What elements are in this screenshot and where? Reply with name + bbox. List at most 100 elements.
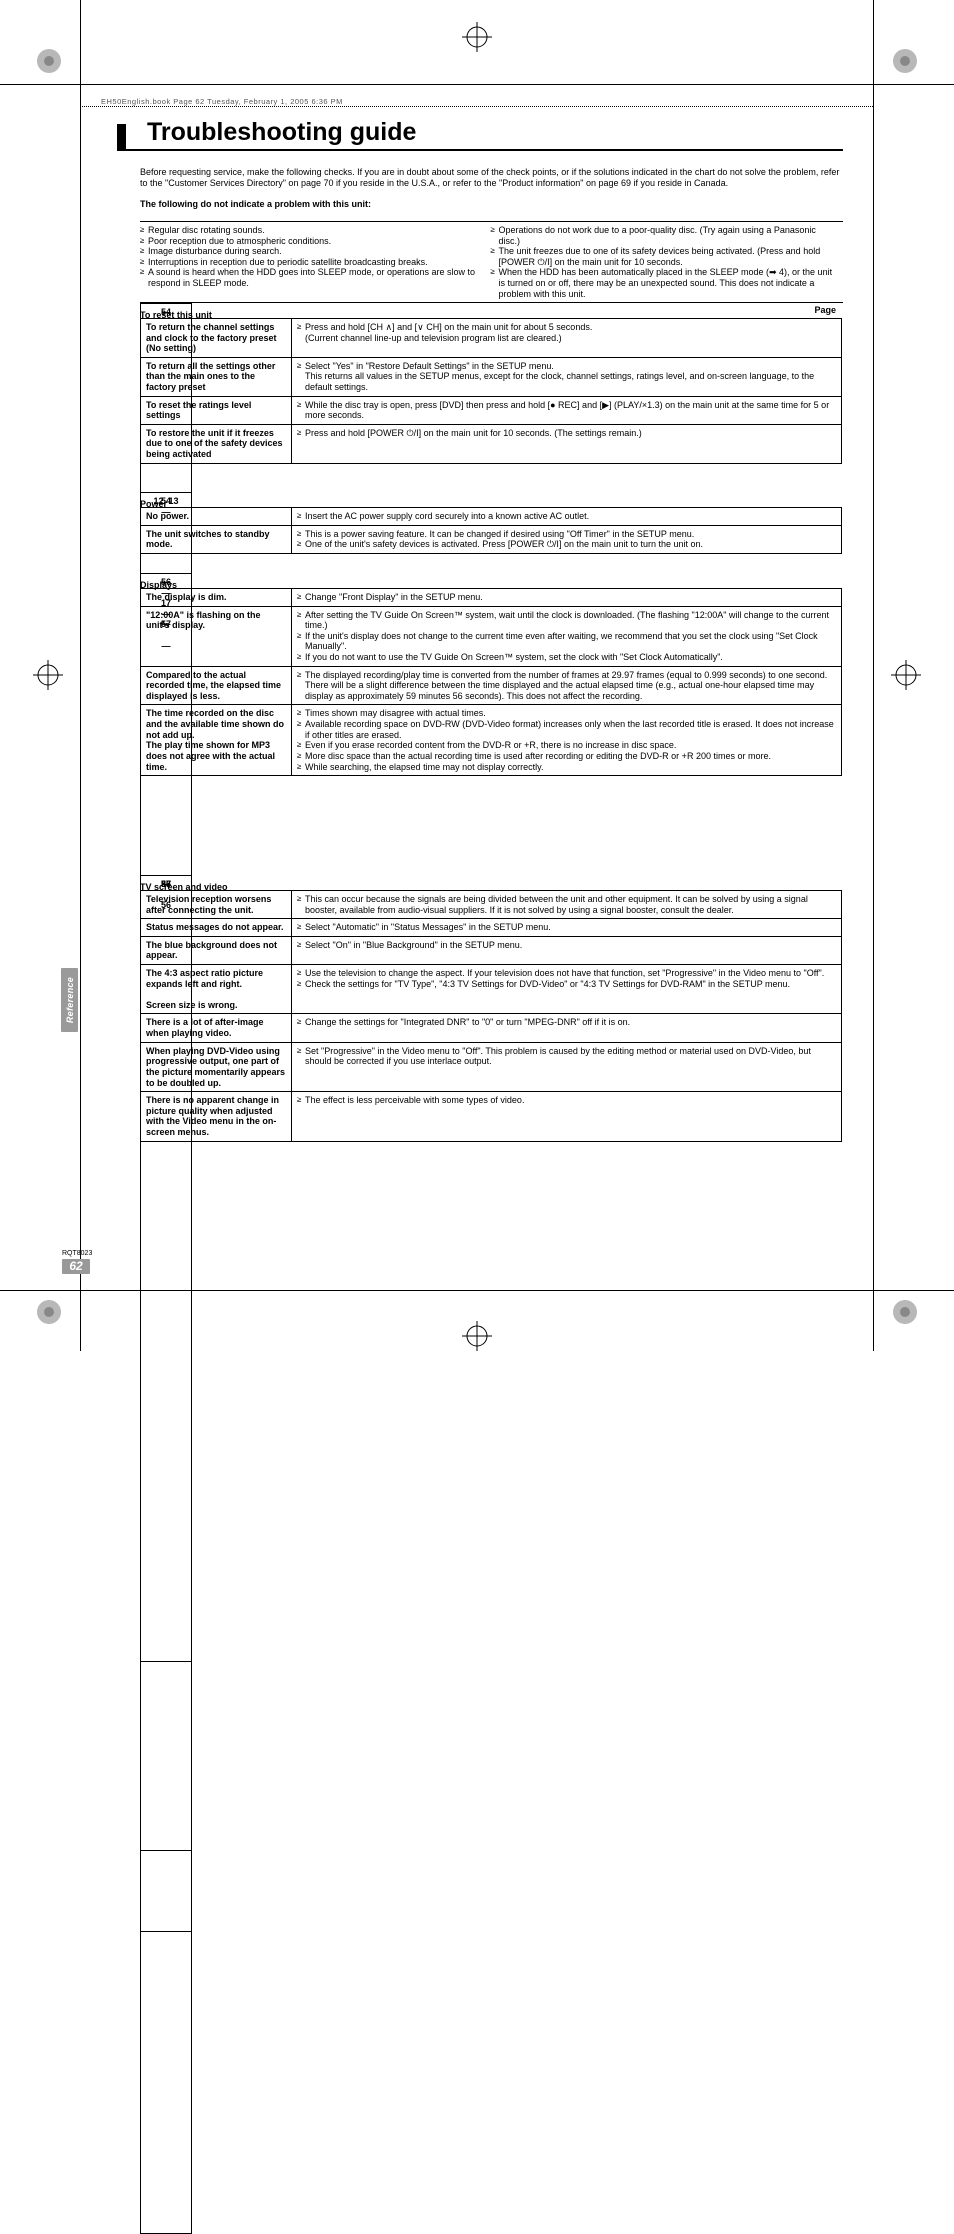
- action-item: This can occur because the signals are b…: [297, 894, 836, 915]
- table-row: To reset the ratings level settingsWhile…: [141, 396, 843, 424]
- section-header: Displays: [140, 575, 843, 588]
- table-displays: The display is dim.Change "Front Display…: [140, 588, 843, 776]
- list-item: A sound is heard when the HDD goes into …: [140, 267, 488, 288]
- table-reset: To return the channel settings and clock…: [140, 318, 843, 464]
- table-row: To restore the unit if it freezes due to…: [141, 424, 843, 463]
- table-row: There is no apparent change in picture q…: [141, 1092, 843, 1141]
- table-row: No power.Insert the AC power supply cord…: [141, 508, 843, 526]
- register-mark-icon: [890, 46, 920, 76]
- section-tv: TV screen and video Television reception…: [140, 875, 843, 1142]
- list-item: When the HDD has been automatically plac…: [491, 267, 839, 299]
- action-cell: Select "Automatic" in "Status Messages" …: [292, 919, 842, 937]
- action-item: Select "On" in "Blue Background" in the …: [297, 940, 836, 951]
- crop-line: [80, 0, 81, 1351]
- action-cell: Insert the AC power supply cord securely…: [292, 508, 842, 526]
- table-row: The 4:3 aspect ratio picture expands lef…: [141, 965, 843, 1014]
- table-row: The time recorded on the disc and the av…: [141, 705, 843, 776]
- action-cell: Select "On" in "Blue Background" in the …: [292, 936, 842, 964]
- action-item: Set "Progressive" in the Video menu to "…: [297, 1046, 836, 1067]
- action-item: Times shown may disagree with actual tim…: [297, 708, 836, 719]
- action-item: The effect is less perceivable with some…: [297, 1095, 836, 1106]
- table-row: The display is dim.Change "Front Display…: [141, 589, 843, 607]
- action-item: Available recording space on DVD-RW (DVD…: [297, 719, 836, 740]
- section-page-label: Page: [814, 305, 836, 315]
- not-problem-heading: The following do not indicate a problem …: [140, 199, 845, 210]
- action-cell: Use the television to change the aspect.…: [292, 965, 842, 1014]
- intro-block: Before requesting service, make the foll…: [140, 167, 845, 211]
- section-displays: Displays The display is dim.Change "Fron…: [140, 573, 843, 776]
- intro-text: Before requesting service, make the foll…: [140, 167, 845, 189]
- action-item: This is a power saving feature. It can b…: [297, 529, 836, 540]
- title-underline: [117, 149, 843, 151]
- action-cell: After setting the TV Guide On Screen™ sy…: [292, 606, 842, 666]
- table-row: When playing DVD-Video using progressive…: [141, 1042, 843, 1091]
- register-mark-icon: [34, 1297, 64, 1327]
- page-ref-cell: —: [140, 875, 192, 2234]
- page-root: EH50English.book Page 62 Tuesday, Februa…: [0, 0, 954, 1351]
- table-row: To return all the settings other than th…: [141, 357, 843, 396]
- action-cell: Press and hold [POWER ⏻/I] on the main u…: [292, 424, 842, 463]
- page-number: 62: [62, 1259, 90, 1274]
- dotted-rule: [80, 106, 873, 107]
- action-item: The displayed recording/play time is con…: [297, 670, 836, 702]
- action-item: After setting the TV Guide On Screen™ sy…: [297, 610, 836, 631]
- table-row: The unit switches to standby mode.This i…: [141, 525, 843, 553]
- action-item: Use the television to change the aspect.…: [297, 968, 836, 979]
- action-item: Check the settings for "TV Type", "4:3 T…: [297, 979, 836, 990]
- register-mark-icon: [34, 46, 64, 76]
- action-item: Change "Front Display" in the SETUP menu…: [297, 592, 836, 603]
- action-cell: Select "Yes" in "Restore Default Setting…: [292, 357, 842, 396]
- action-item: Select "Automatic" in "Status Messages" …: [297, 922, 836, 933]
- action-cell: While the disc tray is open, press [DVD]…: [292, 396, 842, 424]
- table-row: Compared to the actual recorded time, th…: [141, 666, 843, 705]
- action-item: While searching, the elapsed time may no…: [297, 762, 836, 773]
- side-tab: Reference: [61, 968, 78, 1032]
- action-item: Press and hold [CH ∧] and [∨ CH] on the …: [297, 322, 836, 343]
- not-problem-left: Regular disc rotating sounds.Poor recept…: [140, 225, 488, 289]
- action-item: Insert the AC power supply cord securely…: [297, 511, 836, 522]
- list-item: Image disturbance during search.: [140, 246, 488, 257]
- crop-line: [0, 84, 954, 85]
- action-cell: Press and hold [CH ∧] and [∨ CH] on the …: [292, 319, 842, 358]
- action-cell: This is a power saving feature. It can b…: [292, 525, 842, 553]
- footer: RQT8023 62: [62, 1250, 92, 1274]
- not-problem-right: Operations do not work due to a poor-qua…: [491, 225, 839, 299]
- cross-mark-icon: [891, 660, 921, 690]
- list-item: Regular disc rotating sounds.: [140, 225, 488, 236]
- register-mark-icon: [890, 1297, 920, 1327]
- action-item: One of the unit's safety devices is acti…: [297, 539, 836, 550]
- list-item: Interruptions in reception due to period…: [140, 257, 488, 268]
- list-item: Operations do not work due to a poor-qua…: [491, 225, 839, 246]
- action-item: Select "Yes" in "Restore Default Setting…: [297, 361, 836, 393]
- table-row: There is a lot of after-image when playi…: [141, 1014, 843, 1042]
- action-cell: The effect is less perceivable with some…: [292, 1092, 842, 1141]
- action-item: If you do not want to use the TV Guide O…: [297, 652, 836, 663]
- rqt-code: RQT8023: [62, 1250, 92, 1257]
- section-header: TV screen and video: [140, 877, 843, 890]
- table-row: The blue background does not appear.Sele…: [141, 936, 843, 964]
- action-item: More disc space than the actual recordin…: [297, 751, 836, 762]
- table-row: Status messages do not appear.Select "Au…: [141, 919, 843, 937]
- list-item: The unit freezes due to one of its safet…: [491, 246, 839, 267]
- table-row: Television reception worsens after conne…: [141, 891, 843, 919]
- crop-line: [873, 0, 874, 1351]
- action-cell: This can occur because the signals are b…: [292, 891, 842, 919]
- action-cell: Change the settings for "Integrated DNR"…: [292, 1014, 842, 1042]
- cross-mark-icon: [462, 22, 492, 52]
- cross-mark-icon: [462, 1321, 492, 1351]
- action-cell: Times shown may disagree with actual tim…: [292, 705, 842, 776]
- section-header: Power: [140, 494, 843, 507]
- action-item: Even if you erase recorded content from …: [297, 740, 836, 751]
- not-problem-box: Regular disc rotating sounds.Poor recept…: [140, 221, 843, 303]
- cross-mark-icon: [33, 660, 63, 690]
- book-header: EH50English.book Page 62 Tuesday, Februa…: [101, 97, 343, 106]
- action-item: Press and hold [POWER ⏻/I] on the main u…: [297, 428, 836, 439]
- action-cell: Change "Front Display" in the SETUP menu…: [292, 589, 842, 607]
- action-cell: Set "Progressive" in the Video menu to "…: [292, 1042, 842, 1091]
- action-item: While the disc tray is open, press [DVD]…: [297, 400, 836, 421]
- section-header: To reset this unit Page: [140, 305, 843, 318]
- list-item: Poor reception due to atmospheric condit…: [140, 236, 488, 247]
- table-row: To return the channel settings and clock…: [141, 319, 843, 358]
- table-tv: Television reception worsens after conne…: [140, 890, 843, 1142]
- action-cell: The displayed recording/play time is con…: [292, 666, 842, 705]
